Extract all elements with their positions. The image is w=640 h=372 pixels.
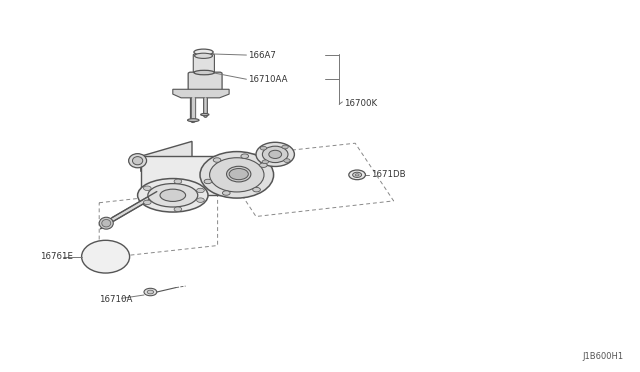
Circle shape <box>213 158 221 162</box>
Ellipse shape <box>138 179 208 212</box>
Text: 16700K: 16700K <box>344 99 377 108</box>
Ellipse shape <box>227 166 251 182</box>
Ellipse shape <box>262 146 288 163</box>
FancyBboxPatch shape <box>188 72 222 91</box>
Ellipse shape <box>256 142 294 166</box>
Ellipse shape <box>102 219 111 227</box>
Text: 16710A: 16710A <box>99 295 132 304</box>
Circle shape <box>229 169 248 180</box>
Circle shape <box>174 207 182 211</box>
Circle shape <box>196 198 204 202</box>
Circle shape <box>144 288 157 296</box>
Circle shape <box>260 146 267 150</box>
Text: 166A7: 166A7 <box>248 51 276 60</box>
Ellipse shape <box>132 157 143 165</box>
Circle shape <box>241 154 248 158</box>
Text: J1B600H1: J1B600H1 <box>583 352 624 361</box>
Circle shape <box>143 186 151 190</box>
Ellipse shape <box>269 150 282 158</box>
Circle shape <box>174 179 182 184</box>
Circle shape <box>143 200 151 205</box>
Ellipse shape <box>210 158 264 192</box>
Ellipse shape <box>160 189 186 202</box>
Circle shape <box>147 290 154 294</box>
Ellipse shape <box>129 154 147 168</box>
Circle shape <box>353 172 362 177</box>
Polygon shape <box>173 89 229 98</box>
Circle shape <box>349 170 365 180</box>
Circle shape <box>262 160 269 164</box>
Ellipse shape <box>99 217 113 229</box>
Ellipse shape <box>148 184 198 207</box>
Circle shape <box>204 179 212 184</box>
Text: 16761E: 16761E <box>40 252 73 261</box>
Ellipse shape <box>188 119 199 122</box>
Circle shape <box>253 187 260 192</box>
Ellipse shape <box>200 152 274 198</box>
FancyBboxPatch shape <box>193 54 214 73</box>
Circle shape <box>223 191 230 195</box>
Polygon shape <box>100 192 157 229</box>
Circle shape <box>284 159 290 163</box>
Text: 1671DB: 1671DB <box>371 170 405 179</box>
Ellipse shape <box>194 49 213 55</box>
Polygon shape <box>141 156 221 195</box>
Ellipse shape <box>194 70 214 75</box>
Circle shape <box>196 188 204 193</box>
Circle shape <box>260 163 268 167</box>
Circle shape <box>282 145 288 149</box>
Text: 16710AA: 16710AA <box>248 75 287 84</box>
Polygon shape <box>141 141 192 186</box>
Ellipse shape <box>82 240 130 273</box>
Ellipse shape <box>201 113 209 116</box>
Ellipse shape <box>195 53 212 58</box>
Circle shape <box>355 174 359 176</box>
